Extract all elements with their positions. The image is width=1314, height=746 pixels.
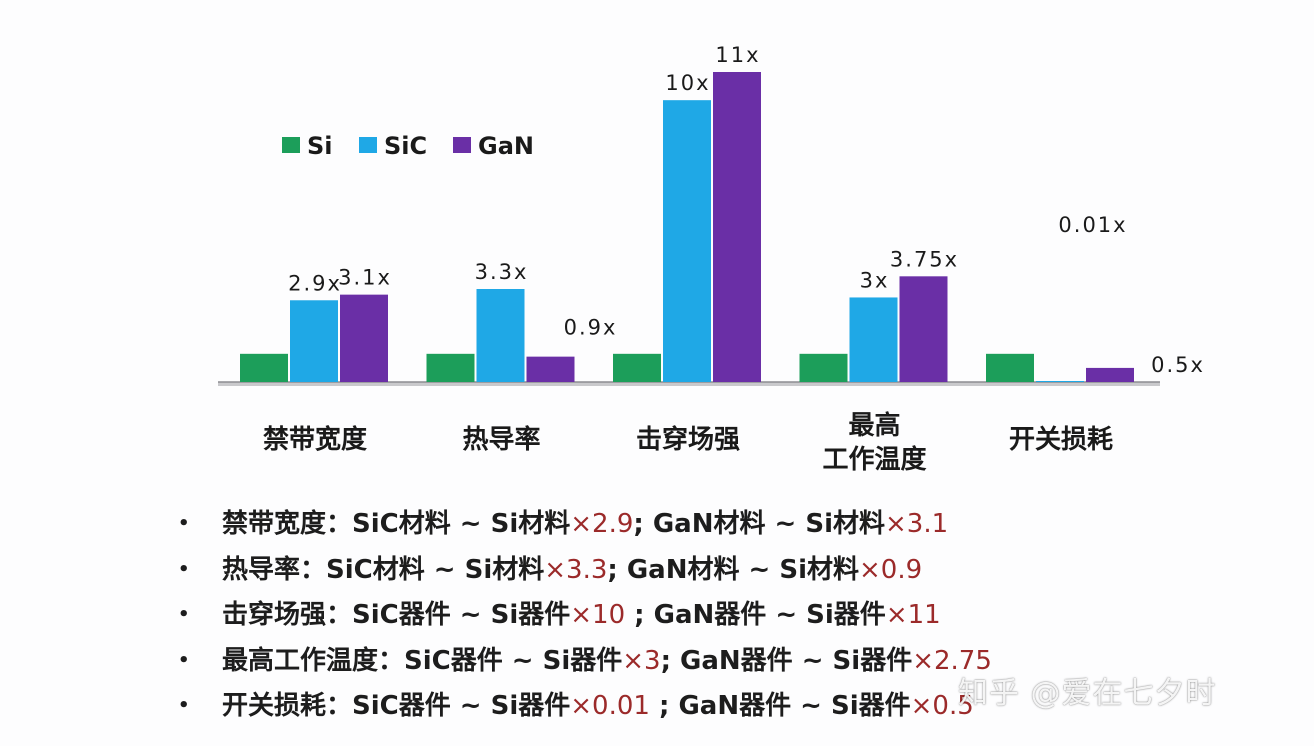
- category-label: 热导率: [462, 424, 540, 455]
- legend-label: GaN: [478, 132, 534, 160]
- bar-si: [240, 353, 288, 382]
- bar-si: [986, 353, 1034, 382]
- bullet-icon: •: [178, 649, 190, 671]
- comparison-notes: • 禁带宽度：SiC材料 ~ Si材料×2.9; GaN材料 ~ Si材料×3.…: [178, 503, 1178, 731]
- note-text: ; GaN器件 ~ Si器件: [649, 691, 911, 721]
- data-label: 0.01x: [1058, 213, 1127, 237]
- bar-sic: [849, 297, 898, 382]
- x-axis-shadow: [218, 382, 1160, 386]
- bar-sic: [1036, 381, 1084, 382]
- bar-gan: [340, 294, 388, 382]
- data-label: 10x: [665, 71, 710, 95]
- bullet-icon: •: [178, 513, 190, 534]
- bar-si: [799, 353, 848, 382]
- note-multiplier: ×11: [885, 600, 941, 630]
- bar-gan: [713, 72, 761, 382]
- legend-swatch-gan: [453, 137, 471, 153]
- category-label: 开关损耗: [1009, 425, 1113, 455]
- note-item: • 禁带宽度：SiC材料 ~ Si材料×2.9; GaN材料 ~ Si材料×3.…: [178, 503, 1178, 549]
- watermark: 知乎 @爱在七夕时: [958, 676, 1217, 711]
- note-text: 最高工作温度：SiC器件 ~ Si器件: [222, 645, 623, 676]
- note-item: • 热导率：SiC材料 ~ Si材料×3.3; GaN材料 ~ Si材料×0.9: [178, 549, 1178, 595]
- bullet-icon: •: [178, 558, 190, 580]
- note-multiplier: ×0.01: [570, 691, 650, 721]
- bar-si: [613, 353, 661, 382]
- note-text: 禁带宽度：SiC材料 ~ Si材料: [222, 509, 571, 539]
- data-label: 11x: [715, 43, 760, 67]
- legend-swatch-sic: [359, 137, 377, 153]
- note-text: 击穿场强：SiC器件 ~ Si器件: [222, 600, 571, 630]
- bar-si: [426, 353, 475, 382]
- data-label: 3.75x: [890, 247, 959, 271]
- data-label: 3.3x: [475, 260, 529, 284]
- note-item: • 开关损耗：SiC器件 ~ Si器件×0.01 ; GaN器件 ~ Si器件×…: [178, 685, 1178, 731]
- data-label: 3.1x: [338, 266, 392, 290]
- category-label: 最高: [848, 410, 900, 441]
- note-text: ; GaN材料 ~ Si材料: [633, 509, 886, 539]
- note-text: 开关损耗：SiC器件 ~ Si器件: [222, 691, 571, 721]
- note-multiplier: ×2.9: [570, 509, 634, 539]
- bullet-icon: •: [178, 604, 190, 625]
- data-label: 3x: [860, 268, 890, 292]
- note-multiplier: ×10: [570, 600, 626, 630]
- bar-gan: [899, 276, 948, 382]
- note-multiplier: ×2.75: [912, 645, 992, 676]
- data-label: 0.5x: [1151, 353, 1205, 377]
- category-label: 击穿场强: [636, 424, 740, 455]
- legend-swatch-si: [282, 137, 300, 153]
- note-item: • 击穿场强：SiC器件 ~ Si器件×10 ; GaN器件 ~ Si器件×11: [178, 594, 1178, 640]
- data-label: 0.9x: [564, 316, 618, 340]
- bar-gan: [1086, 367, 1134, 382]
- bar-sic: [663, 100, 711, 382]
- data-label: 2.9x: [288, 271, 342, 295]
- bar-gan: [526, 356, 575, 382]
- note-multiplier: ×3.3: [544, 554, 608, 585]
- category-label: 禁带宽度: [263, 424, 367, 455]
- bar-sic: [476, 289, 525, 382]
- note-text: ; GaN材料 ~ Si材料: [607, 554, 860, 585]
- note-multiplier: ×3: [622, 645, 661, 676]
- category-label: 工作温度: [822, 444, 926, 475]
- legend-label: Si: [307, 132, 333, 160]
- note-multiplier: ×0.9: [859, 554, 923, 585]
- bar-sic: [290, 300, 338, 382]
- note-multiplier: ×0.5: [910, 691, 974, 721]
- note-text: ; GaN器件 ~ Si器件: [660, 645, 913, 676]
- note-item: • 最高工作温度：SiC器件 ~ Si器件×3; GaN器件 ~ Si器件×2.…: [178, 640, 1178, 686]
- legend-label: SiC: [384, 132, 427, 160]
- bullet-icon: •: [178, 695, 190, 716]
- note-text: 热导率：SiC材料 ~ Si材料: [222, 554, 545, 585]
- note-text: ; GaN器件 ~ Si器件: [625, 600, 886, 630]
- note-multiplier: ×3.1: [885, 509, 949, 539]
